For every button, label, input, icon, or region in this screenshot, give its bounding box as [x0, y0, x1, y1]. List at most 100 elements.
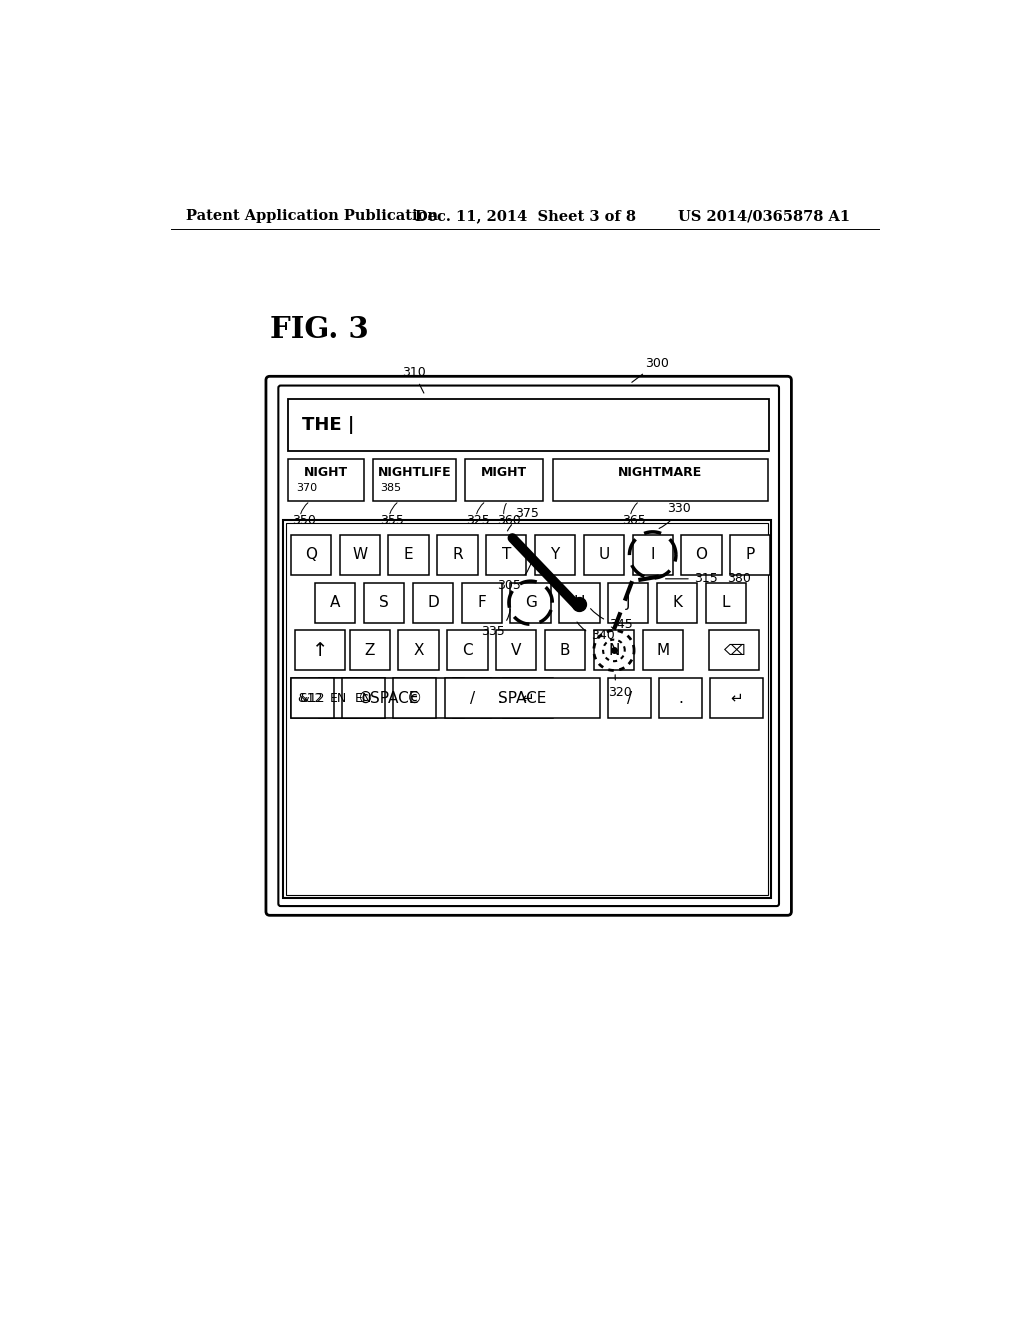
Text: X: X: [414, 643, 424, 657]
Text: G: G: [524, 595, 537, 610]
Text: T: T: [502, 548, 511, 562]
Text: C: C: [462, 643, 473, 657]
Text: NIGHTMARE: NIGHTMARE: [618, 466, 702, 479]
Text: ↑: ↑: [312, 642, 329, 660]
Text: 385: 385: [381, 483, 401, 492]
Bar: [657, 582, 697, 623]
Text: ©: ©: [408, 690, 422, 706]
Bar: [510, 582, 551, 623]
Text: Q: Q: [305, 548, 316, 562]
Text: EN: EN: [355, 692, 373, 705]
Bar: [633, 535, 673, 576]
Text: 320: 320: [608, 675, 632, 698]
Bar: [349, 631, 390, 671]
Text: Y: Y: [551, 548, 560, 562]
Text: /: /: [627, 690, 632, 706]
Text: &12: &12: [300, 692, 326, 705]
Bar: [286, 524, 768, 895]
Bar: [342, 678, 385, 718]
Bar: [283, 520, 771, 898]
Text: ©: ©: [358, 690, 374, 706]
Text: 335: 335: [481, 610, 510, 639]
Text: ↵: ↵: [730, 690, 743, 706]
Bar: [289, 459, 364, 502]
Bar: [496, 631, 537, 671]
Bar: [291, 678, 330, 718]
Bar: [706, 582, 746, 623]
Text: V: V: [511, 643, 521, 657]
Text: /: /: [470, 690, 475, 706]
Bar: [659, 678, 701, 718]
Bar: [398, 631, 438, 671]
Bar: [462, 582, 502, 623]
Text: 300: 300: [632, 356, 669, 383]
Text: F: F: [477, 595, 486, 610]
FancyBboxPatch shape: [279, 385, 779, 906]
Text: 380: 380: [727, 573, 751, 585]
Text: U: U: [598, 548, 609, 562]
Text: NIGHT: NIGHT: [304, 466, 348, 479]
Bar: [608, 678, 650, 718]
Text: 325: 325: [466, 513, 489, 527]
Bar: [289, 399, 769, 451]
Bar: [291, 535, 331, 576]
Bar: [480, 678, 519, 718]
Text: ↵: ↵: [521, 690, 535, 706]
Bar: [709, 631, 759, 671]
Text: THE |: THE |: [302, 416, 354, 434]
Text: 330: 330: [659, 502, 690, 528]
Text: A: A: [330, 595, 341, 610]
Bar: [364, 582, 404, 623]
Text: L: L: [722, 595, 730, 610]
Bar: [393, 678, 436, 718]
Text: 370: 370: [296, 483, 317, 492]
Text: N: N: [608, 643, 620, 657]
Text: FIG. 3: FIG. 3: [270, 315, 369, 343]
Bar: [295, 631, 345, 671]
Text: 310: 310: [401, 366, 425, 393]
Text: 365: 365: [623, 513, 646, 527]
Text: SPACE: SPACE: [370, 690, 418, 706]
Text: D: D: [427, 595, 439, 610]
Text: H: H: [573, 595, 585, 610]
Bar: [437, 535, 477, 576]
Text: K: K: [672, 595, 682, 610]
Text: O: O: [695, 548, 708, 562]
Text: S: S: [379, 595, 389, 610]
Text: NIGHTLIFE: NIGHTLIFE: [378, 466, 452, 479]
Text: Z: Z: [365, 643, 375, 657]
Text: 345: 345: [591, 609, 633, 631]
Bar: [584, 535, 624, 576]
Bar: [545, 631, 586, 671]
Text: EN: EN: [330, 692, 347, 705]
Bar: [465, 459, 543, 502]
Text: Dec. 11, 2014  Sheet 3 of 8: Dec. 11, 2014 Sheet 3 of 8: [415, 209, 636, 223]
Bar: [413, 582, 453, 623]
Text: 375: 375: [508, 507, 540, 531]
Bar: [315, 582, 355, 623]
Bar: [340, 535, 380, 576]
Text: .: .: [678, 690, 683, 706]
Bar: [444, 678, 600, 718]
Text: R: R: [452, 548, 463, 562]
Bar: [453, 678, 492, 718]
Bar: [324, 678, 464, 718]
Bar: [553, 459, 768, 502]
Bar: [486, 535, 526, 576]
Text: 340: 340: [577, 622, 614, 642]
Bar: [730, 535, 770, 576]
Text: Patent Application Publication: Patent Application Publication: [186, 209, 438, 223]
Bar: [373, 459, 456, 502]
Bar: [291, 678, 334, 718]
Bar: [711, 678, 763, 718]
Text: .: .: [498, 690, 503, 706]
Bar: [608, 582, 648, 623]
Bar: [346, 678, 385, 718]
Text: 350: 350: [292, 513, 316, 527]
Text: P: P: [745, 548, 755, 562]
Text: W: W: [352, 548, 368, 562]
Text: 355: 355: [380, 513, 403, 527]
Text: ⌫: ⌫: [723, 643, 744, 657]
Text: M: M: [656, 643, 670, 657]
Text: I: I: [650, 548, 655, 562]
